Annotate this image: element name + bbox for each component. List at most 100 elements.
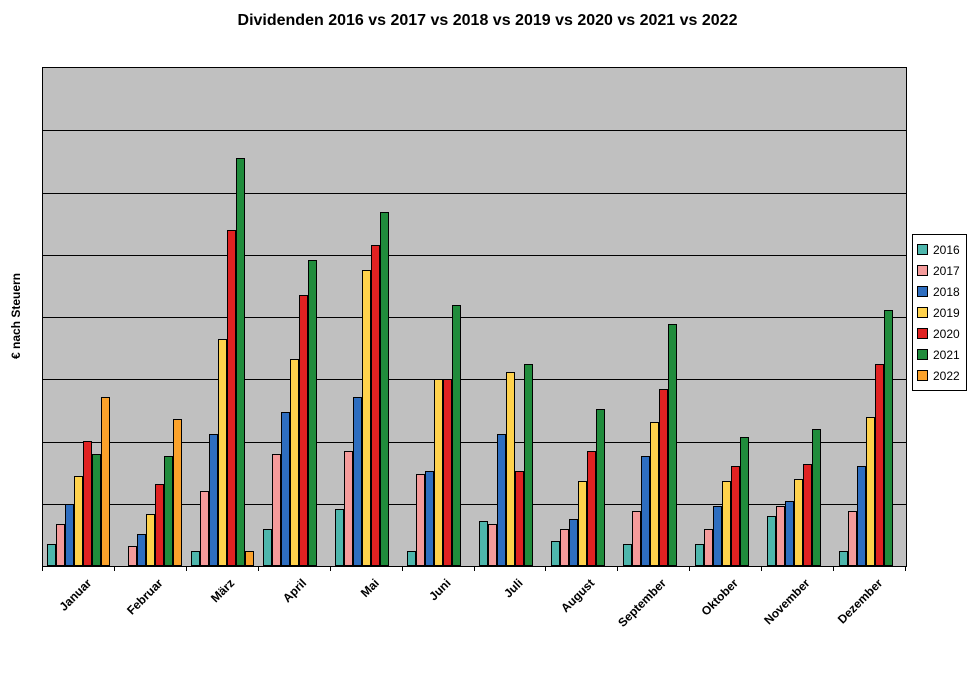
bar-2021-mai <box>380 212 390 566</box>
x-axis-label-november: November <box>761 576 814 628</box>
bar-2017-januar <box>56 524 66 566</box>
legend-item-2017: 2017 <box>917 260 960 281</box>
bar-2018-dezember <box>856 466 866 566</box>
legend-swatch-2016 <box>917 244 928 255</box>
bar-2022-februar <box>173 419 183 566</box>
x-axis-tick <box>474 566 475 571</box>
bar-2016-april <box>263 529 273 566</box>
legend-label-2020: 2020 <box>933 326 960 341</box>
bar-2018-märz <box>209 434 219 566</box>
legend-item-2018: 2018 <box>917 281 960 302</box>
bar-2017-juli <box>487 524 497 566</box>
bar-2020-mai <box>371 245 381 566</box>
bar-group-märz <box>187 68 259 566</box>
gridline <box>43 130 906 131</box>
bar-2021-september <box>667 324 677 566</box>
gridline <box>43 442 906 443</box>
x-axis-label-märz: März <box>208 576 238 606</box>
bar-2019-juni <box>434 379 444 566</box>
bar-2021-februar <box>164 456 174 566</box>
chart-title: Dividenden 2016 vs 2017 vs 2018 vs 2019 … <box>237 12 738 29</box>
x-axis-tick <box>42 566 43 571</box>
legend-item-2020: 2020 <box>917 323 960 344</box>
bar-2020-november <box>802 464 812 566</box>
x-axis-tick <box>258 566 259 571</box>
y-axis-title: € nach Steuern <box>9 272 23 360</box>
bar-2021-oktober <box>739 437 749 566</box>
x-axis-tick <box>186 566 187 571</box>
legend-label-2016: 2016 <box>933 242 960 257</box>
bar-2018-juni <box>425 471 435 566</box>
bar-2021-juni <box>452 305 462 566</box>
legend-item-2021: 2021 <box>917 344 960 365</box>
bar-2017-februar <box>128 546 138 566</box>
gridline <box>43 379 906 380</box>
legend-item-2019: 2019 <box>917 302 960 323</box>
bar-2018-juli <box>496 434 506 566</box>
bar-group-april <box>259 68 331 566</box>
bar-2017-september <box>631 511 641 566</box>
bar-2019-mai <box>362 270 372 566</box>
bar-2016-september <box>622 544 632 566</box>
legend-swatch-2017 <box>917 265 928 276</box>
gridline <box>43 504 906 505</box>
legend-label-2019: 2019 <box>933 305 960 320</box>
x-axis-label-september: September <box>615 576 670 630</box>
bar-2021-april <box>308 260 318 566</box>
bar-group-september <box>618 68 690 566</box>
bar-2017-märz <box>200 491 210 566</box>
bar-2019-januar <box>74 476 84 566</box>
x-axis-tick <box>689 566 690 571</box>
x-axis-label-dezember: Dezember <box>834 576 885 627</box>
bar-2018-mai <box>353 397 363 566</box>
bar-2020-juni <box>443 379 453 566</box>
bar-2017-dezember <box>847 511 857 566</box>
gridline <box>43 317 906 318</box>
bar-2022-januar <box>101 397 111 566</box>
bar-2021-august <box>595 409 605 566</box>
bar-2017-juni <box>416 474 426 566</box>
bar-2019-dezember <box>865 417 875 566</box>
x-axis-tick <box>114 566 115 571</box>
bar-2020-september <box>658 389 668 566</box>
bar-2016-oktober <box>694 544 704 566</box>
bar-group-mai <box>331 68 403 566</box>
bar-2021-januar <box>92 454 102 566</box>
bar-2016-juli <box>478 521 488 566</box>
x-axis-tick <box>833 566 834 571</box>
bar-2016-august <box>550 541 560 566</box>
bar-group-dezember <box>834 68 906 566</box>
bar-2017-mai <box>344 451 354 566</box>
bar-group-august <box>546 68 618 566</box>
bar-2016-juni <box>407 551 417 566</box>
bar-2016-november <box>766 516 776 566</box>
bar-2017-august <box>559 529 569 566</box>
bar-2017-april <box>272 454 282 566</box>
bar-2020-juli <box>514 471 524 566</box>
bar-2019-august <box>577 481 587 566</box>
bar-2019-februar <box>146 514 156 566</box>
x-axis-label-august: August <box>558 576 598 616</box>
bar-2016-januar <box>47 544 57 566</box>
bar-2019-juli <box>505 372 515 566</box>
x-axis-tick <box>545 566 546 571</box>
legend-label-2022: 2022 <box>933 368 960 383</box>
legend-label-2018: 2018 <box>933 284 960 299</box>
legend-swatch-2022 <box>917 370 928 381</box>
legend-item-2022: 2022 <box>917 365 960 386</box>
bar-2021-november <box>811 429 821 566</box>
gridline <box>43 255 906 256</box>
legend-swatch-2018 <box>917 286 928 297</box>
x-axis-label-juni: Juni <box>426 576 454 604</box>
bar-2020-dezember <box>874 364 884 566</box>
bar-group-oktober <box>690 68 762 566</box>
x-axis-tick <box>330 566 331 571</box>
bar-2022-märz <box>245 551 255 566</box>
bar-2018-august <box>568 519 578 566</box>
plot-area <box>42 67 907 567</box>
x-axis-tick <box>402 566 403 571</box>
legend-swatch-2020 <box>917 328 928 339</box>
gridline <box>43 193 906 194</box>
bar-2016-märz <box>191 551 201 566</box>
bar-2020-august <box>586 451 596 566</box>
